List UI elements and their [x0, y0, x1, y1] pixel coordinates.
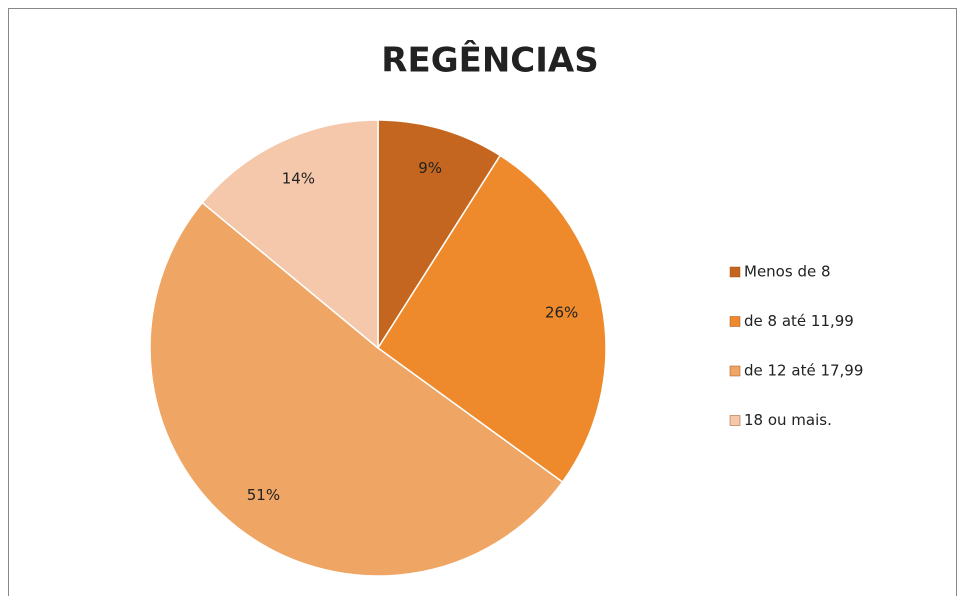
data-label: 26%: [545, 303, 578, 321]
chart-title: REGÊNCIAS: [381, 40, 598, 81]
legend-label: de 12 até 17,99: [744, 362, 863, 380]
legend-swatch: [729, 415, 741, 426]
legend-swatch: [729, 316, 741, 327]
data-label: 51%: [247, 486, 280, 504]
pie-slice: [201, 119, 379, 350]
legend-label: 18 ou mais.: [744, 411, 832, 429]
legend-label: de 8 até 11,99: [744, 312, 854, 330]
legend-label: Menos de 8: [744, 263, 831, 281]
pie-slice: [149, 201, 564, 577]
pie-slice: [377, 119, 502, 351]
data-label: 9%: [418, 159, 442, 177]
data-label: 14%: [282, 169, 315, 187]
pie-slice: [376, 154, 607, 484]
legend-swatch: [729, 266, 741, 278]
legend-swatch: [729, 365, 741, 377]
